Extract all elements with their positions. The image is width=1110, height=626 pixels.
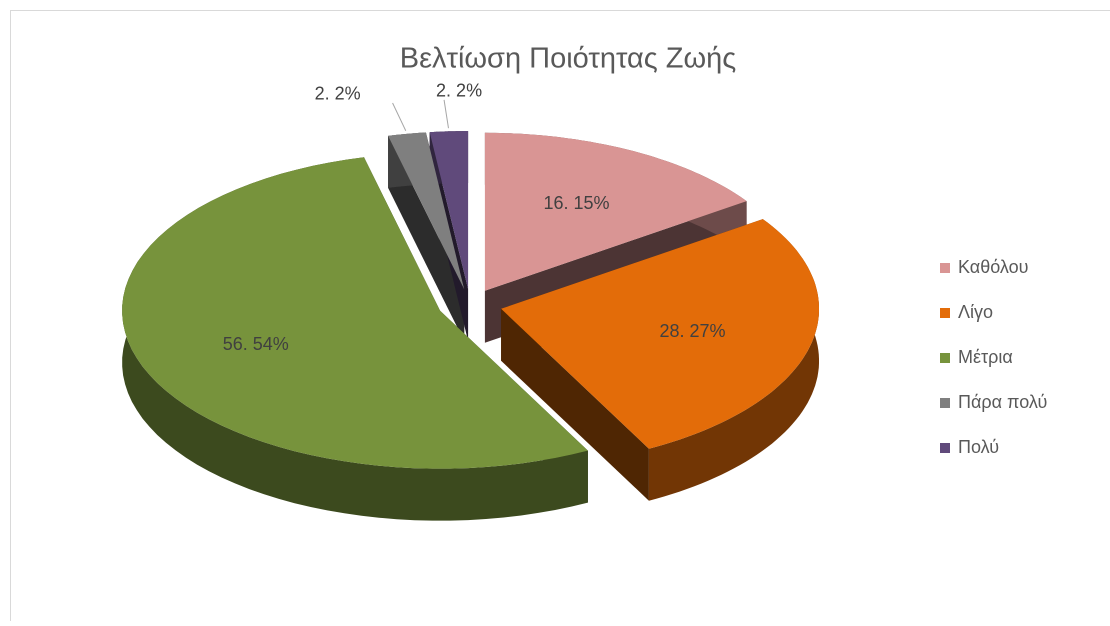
legend-swatch bbox=[940, 353, 950, 363]
legend-label: Καθόλου bbox=[958, 257, 1028, 277]
legend-label: Πολύ bbox=[958, 437, 999, 457]
chart-title: Βελτίωση Ποιότητας Ζωής bbox=[400, 43, 737, 75]
legend-label: Λίγο bbox=[958, 302, 993, 322]
legend-swatch bbox=[940, 398, 950, 408]
data-label: 2. 2% bbox=[436, 81, 482, 101]
data-label: 2. 2% bbox=[315, 84, 361, 104]
legend-swatch bbox=[940, 443, 950, 453]
legend-label: Μέτρια bbox=[958, 347, 1013, 367]
data-label: 28. 27% bbox=[659, 321, 725, 341]
legend-swatch bbox=[940, 308, 950, 318]
data-label: 16. 15% bbox=[543, 193, 609, 213]
legend-swatch bbox=[940, 263, 950, 273]
data-label: 56. 54% bbox=[223, 334, 289, 354]
legend-label: Πάρα πολύ bbox=[958, 392, 1047, 412]
